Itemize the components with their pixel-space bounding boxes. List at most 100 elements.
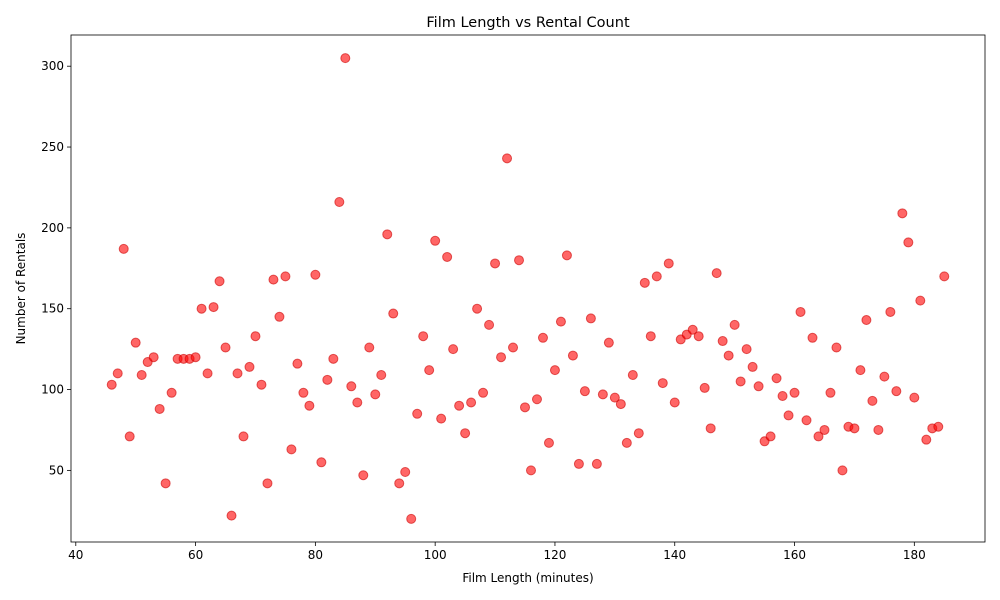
data-point: [496, 352, 507, 363]
y-tick-label: 200: [41, 221, 64, 235]
data-point: [723, 350, 734, 361]
data-point: [573, 458, 584, 469]
data-point: [364, 342, 375, 353]
data-point: [879, 371, 890, 382]
data-point: [160, 478, 171, 489]
data-point: [136, 369, 147, 380]
data-point: [382, 229, 393, 240]
data-point: [484, 319, 495, 330]
data-point: [256, 379, 267, 390]
data-point: [765, 431, 776, 442]
data-point: [795, 306, 806, 317]
data-point: [609, 392, 620, 403]
data-point: [436, 413, 447, 424]
data-point: [322, 374, 333, 385]
data-point: [442, 251, 453, 262]
data-point: [597, 389, 608, 400]
data-point: [669, 397, 680, 408]
data-point: [400, 466, 411, 477]
x-tick-label: 120: [543, 548, 566, 562]
data-point: [430, 235, 441, 246]
data-point: [933, 421, 944, 432]
data-point: [124, 431, 135, 442]
data-point: [214, 276, 225, 287]
data-point: [789, 387, 800, 398]
data-point: [711, 268, 722, 279]
data-point: [412, 408, 423, 419]
data-point: [514, 255, 525, 266]
data-point: [490, 258, 501, 269]
data-point: [525, 465, 536, 476]
data-point: [478, 387, 489, 398]
x-axis-label: Film Length (minutes): [462, 571, 593, 585]
y-tick-label: 50: [49, 463, 64, 477]
data-point: [418, 331, 429, 342]
data-point: [825, 387, 836, 398]
data-point: [699, 382, 710, 393]
data-point: [693, 331, 704, 342]
data-point: [891, 386, 902, 397]
data-point: [855, 365, 866, 376]
x-tick-label: 80: [308, 548, 323, 562]
data-point: [897, 208, 908, 219]
data-point: [873, 424, 884, 435]
data-point: [340, 53, 351, 64]
data-point: [280, 271, 291, 282]
x-tick-label: 60: [188, 548, 203, 562]
data-point: [867, 395, 878, 406]
data-point: [885, 306, 896, 317]
data-points: [106, 53, 950, 524]
data-point: [735, 376, 746, 387]
data-point: [663, 258, 674, 269]
data-point: [831, 342, 842, 353]
data-point: [549, 365, 560, 376]
data-point: [585, 313, 596, 324]
data-point: [286, 444, 297, 455]
data-point: [561, 250, 572, 261]
data-point: [394, 478, 405, 489]
data-point: [166, 387, 177, 398]
data-point: [310, 269, 321, 280]
data-point: [807, 332, 818, 343]
data-point: [334, 197, 345, 208]
y-axis-ticks: 50 100 150 200 250 300: [41, 59, 71, 477]
data-point: [226, 510, 237, 521]
data-point: [903, 237, 914, 248]
data-point: [837, 465, 848, 476]
data-point: [376, 369, 387, 380]
data-point: [208, 302, 219, 313]
data-point: [783, 410, 794, 421]
data-point: [687, 324, 698, 335]
data-point: [472, 303, 483, 314]
data-point: [939, 271, 950, 282]
data-point: [118, 243, 129, 254]
x-tick-label: 100: [424, 548, 447, 562]
data-point: [220, 342, 231, 353]
data-point: [202, 368, 213, 379]
data-point: [909, 392, 920, 403]
data-point: [543, 437, 554, 448]
data-point: [298, 387, 309, 398]
data-point: [813, 431, 824, 442]
x-tick-label: 140: [663, 548, 686, 562]
data-point: [292, 358, 303, 369]
data-point: [915, 295, 926, 306]
y-tick-label: 250: [41, 140, 64, 154]
data-point: [328, 353, 339, 364]
data-point: [531, 394, 542, 405]
data-point: [729, 319, 740, 330]
data-point: [520, 402, 531, 413]
x-tick-label: 40: [68, 548, 83, 562]
data-point: [274, 311, 285, 322]
data-point: [633, 428, 644, 439]
data-point: [268, 274, 279, 285]
data-point: [621, 437, 632, 448]
data-point: [388, 308, 399, 319]
data-point: [250, 331, 261, 342]
data-point: [579, 386, 590, 397]
y-axis-label: Number of Rentals: [14, 233, 28, 345]
data-point: [232, 368, 243, 379]
data-point: [190, 352, 201, 363]
data-point: [424, 365, 435, 376]
data-point: [454, 400, 465, 411]
